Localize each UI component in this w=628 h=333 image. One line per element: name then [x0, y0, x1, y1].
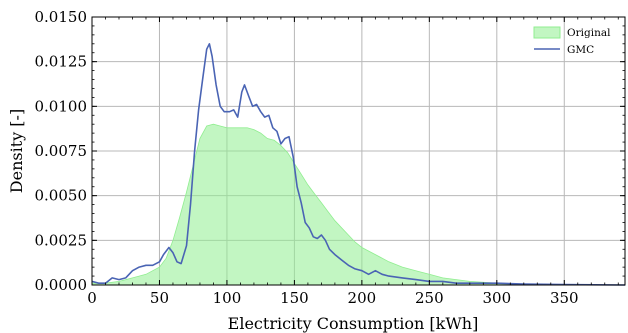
grid-lines	[92, 17, 625, 285]
x-tick-label: 50	[150, 289, 169, 307]
x-tick-label: 350	[550, 289, 579, 307]
series-original-area	[91, 123, 626, 286]
axis-ticks	[91, 16, 625, 286]
legend: Original GMC	[533, 26, 611, 56]
y-tick-label: 0.0100	[35, 97, 88, 115]
legend-label-gmc: GMC	[567, 44, 594, 56]
x-tick-label: 300	[482, 289, 511, 307]
y-tick-label: 0.0125	[35, 53, 88, 71]
x-tick-label: 150	[280, 289, 309, 307]
series-gmc-line	[91, 43, 626, 286]
x-tick-label: 200	[348, 289, 377, 307]
y-tick-label: 0.0050	[35, 187, 88, 205]
y-axis-label: Density [-]	[7, 109, 26, 193]
y-tick-label: 0.0000	[35, 276, 88, 294]
legend-label-original: Original	[567, 27, 611, 39]
tick-labels: 0 50 100 150 200 250 300 350 0.0000 0.0025 0.0050 0…	[35, 8, 579, 307]
y-tick-label: 0.0150	[35, 8, 88, 26]
y-tick-label: 0.0025	[35, 231, 88, 249]
x-tick-label: 250	[415, 289, 444, 307]
x-tick-label: 100	[213, 289, 242, 307]
x-axis-label: Electricity Consumption [kWh]	[228, 314, 479, 333]
legend-swatch-original	[533, 26, 561, 39]
x-tick-label: 0	[87, 289, 97, 307]
series-layer	[91, 43, 626, 286]
y-tick-label: 0.0075	[35, 142, 88, 160]
